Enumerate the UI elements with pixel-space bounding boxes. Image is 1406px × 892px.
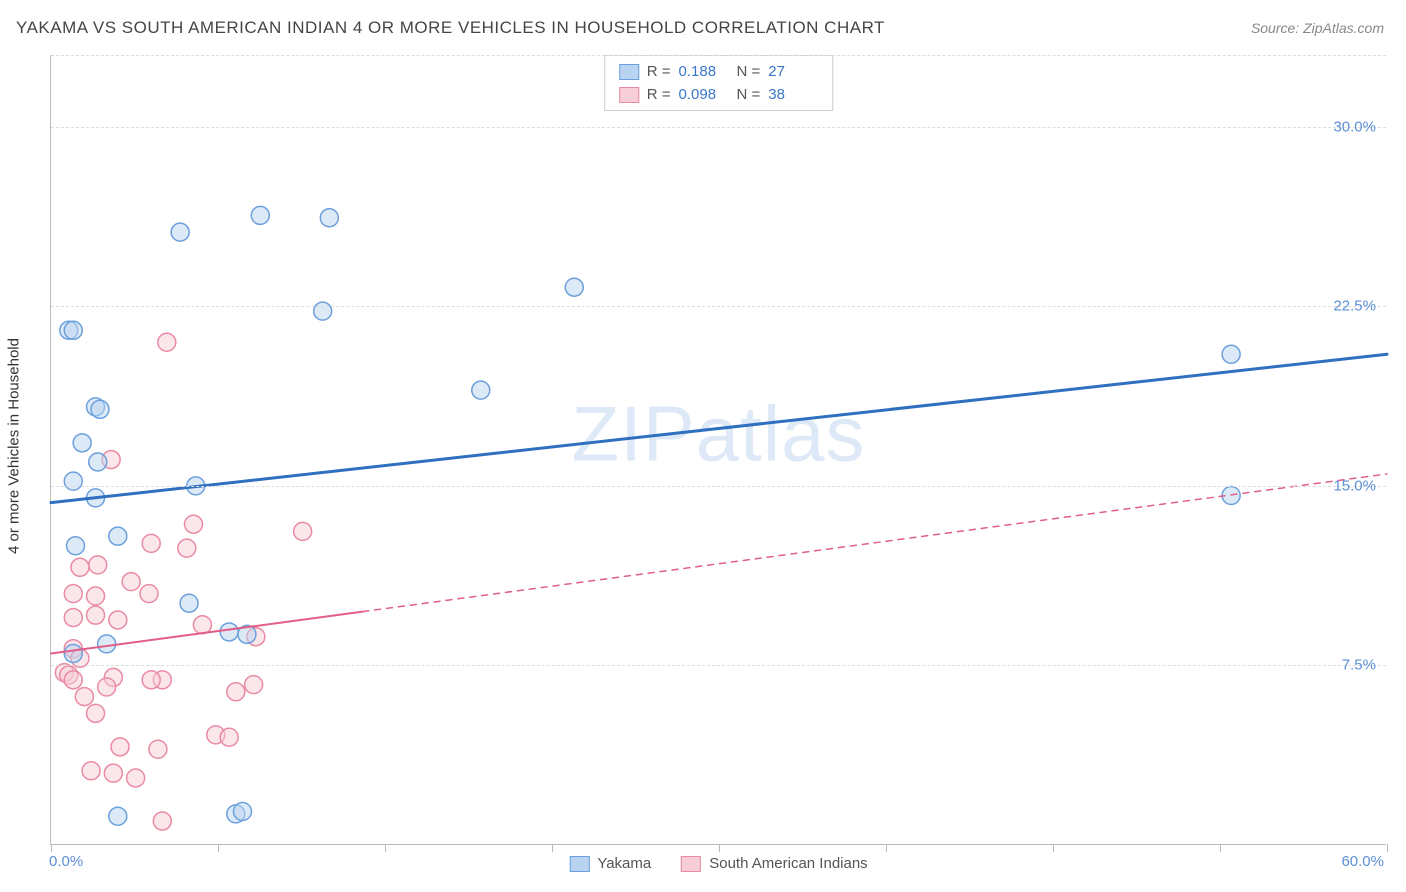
gridline-h: [51, 665, 1386, 666]
point-yakama: [251, 206, 269, 224]
point-yakama: [233, 802, 251, 820]
y-axis-title: 4 or more Vehicles in Household: [6, 338, 23, 554]
point-sai: [64, 585, 82, 603]
point-sai: [104, 764, 122, 782]
chart-title: YAKAMA VS SOUTH AMERICAN INDIAN 4 OR MOR…: [16, 18, 885, 38]
x-tick: [51, 844, 52, 852]
point-yakama: [220, 623, 238, 641]
source-attribution: Source: ZipAtlas.com: [1251, 20, 1384, 36]
point-sai: [153, 812, 171, 830]
point-sai: [75, 688, 93, 706]
point-sai: [122, 573, 140, 591]
point-yakama: [73, 434, 91, 452]
legend-item-sai: South American Indians: [681, 855, 867, 872]
x-tick: [552, 844, 553, 852]
point-yakama: [98, 635, 116, 653]
point-yakama: [320, 209, 338, 227]
point-yakama: [565, 278, 583, 296]
point-yakama: [314, 302, 332, 320]
point-sai: [294, 522, 312, 540]
x-tick: [886, 844, 887, 852]
bottom-legend: Yakama South American Indians: [569, 855, 867, 872]
point-sai: [178, 539, 196, 557]
gridline-h: [51, 486, 1386, 487]
point-yakama: [1222, 345, 1240, 363]
x-tick: [719, 844, 720, 852]
point-sai: [149, 740, 167, 758]
gridline-h: [51, 127, 1386, 128]
point-yakama: [472, 381, 490, 399]
correlation-chart: YAKAMA VS SOUTH AMERICAN INDIAN 4 OR MOR…: [0, 0, 1406, 892]
point-sai: [87, 587, 105, 605]
legend-label-yakama: Yakama: [597, 855, 651, 872]
legend-label-sai: South American Indians: [709, 855, 867, 872]
legend-swatch-yakama: [569, 856, 589, 872]
point-yakama: [171, 223, 189, 241]
point-sai: [142, 534, 160, 552]
point-sai: [245, 676, 263, 694]
point-yakama: [180, 594, 198, 612]
y-tick-label: 22.5%: [1333, 298, 1376, 315]
legend-swatch-sai: [681, 856, 701, 872]
point-yakama: [91, 400, 109, 418]
point-sai: [64, 609, 82, 627]
point-sai: [87, 704, 105, 722]
point-sai: [64, 671, 82, 689]
point-sai: [111, 738, 129, 756]
point-sai: [98, 678, 116, 696]
gridline-top: [51, 55, 1386, 56]
x-tick: [218, 844, 219, 852]
point-yakama: [109, 807, 127, 825]
point-yakama: [66, 537, 84, 555]
x-tick: [1053, 844, 1054, 852]
plot-area: ZIPatlas R = 0.188 N = 27 R = 0.098 N = …: [50, 55, 1386, 845]
point-sai: [185, 515, 203, 533]
chart-svg: [51, 55, 1386, 844]
trendline-sai-dashed: [363, 474, 1387, 612]
point-yakama: [64, 321, 82, 339]
legend-item-yakama: Yakama: [569, 855, 651, 872]
y-tick-label: 7.5%: [1342, 657, 1376, 674]
point-sai: [82, 762, 100, 780]
x-tick: [385, 844, 386, 852]
point-sai: [142, 671, 160, 689]
point-sai: [158, 333, 176, 351]
point-sai: [220, 728, 238, 746]
gridline-h: [51, 306, 1386, 307]
point-sai: [140, 585, 158, 603]
y-tick-label: 15.0%: [1333, 477, 1376, 494]
point-yakama: [64, 472, 82, 490]
x-tick: [1387, 844, 1388, 852]
trendline-yakama-solid: [51, 354, 1387, 502]
x-tick: [1220, 844, 1221, 852]
x-axis-max-label: 60.0%: [1341, 853, 1384, 870]
point-sai: [193, 616, 211, 634]
point-sai: [71, 558, 89, 576]
point-sai: [127, 769, 145, 787]
x-axis-min-label: 0.0%: [49, 853, 83, 870]
point-sai: [87, 606, 105, 624]
point-sai: [109, 611, 127, 629]
point-yakama: [64, 644, 82, 662]
point-yakama: [89, 453, 107, 471]
point-sai: [227, 683, 245, 701]
y-tick-label: 30.0%: [1333, 118, 1376, 135]
point-yakama: [109, 527, 127, 545]
point-sai: [89, 556, 107, 574]
